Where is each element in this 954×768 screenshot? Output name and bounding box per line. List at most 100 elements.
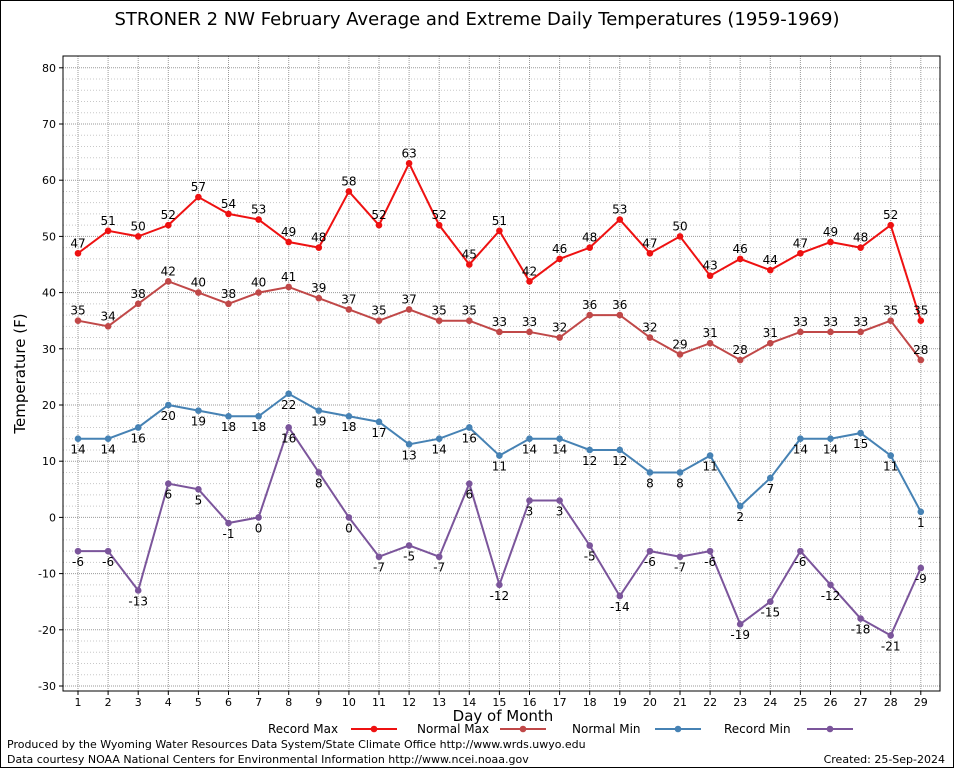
normal-min-data-label: 14	[552, 443, 567, 457]
record-max-data-label: 47	[642, 236, 657, 250]
x-tick-label: 20	[643, 696, 657, 709]
record-max-point	[285, 238, 293, 246]
normal-max-data-label: 34	[100, 309, 115, 323]
record-max-point	[526, 278, 533, 285]
normal-min-point	[405, 441, 413, 448]
x-tick-label: 19	[613, 696, 627, 709]
data-courtesy-credit: Data courtesy NOAA National Centers for …	[7, 753, 529, 766]
x-tick-label: 7	[255, 696, 262, 709]
chart-title: STRONER 2 NW February Average and Extrem…	[114, 9, 840, 30]
record-min-point	[797, 547, 804, 555]
normal-min-point	[556, 435, 563, 443]
normal-max-point	[435, 317, 443, 325]
record-max-point	[375, 221, 383, 229]
y-tick-label: 0	[49, 511, 56, 524]
record-min-point	[225, 519, 232, 527]
normal-max-point	[74, 317, 82, 325]
record-max-data-label: 58	[341, 174, 356, 188]
normal-min-data-label: 14	[70, 443, 85, 457]
normal-min-data-label: 14	[823, 443, 838, 457]
record-min-data-label: 5	[195, 493, 203, 507]
record-max-point	[857, 244, 864, 251]
normal-min-data-label: 11	[702, 460, 717, 474]
normal-min-point	[526, 435, 533, 443]
normal-max-point	[345, 306, 353, 313]
record-max-data-label: 35	[913, 304, 928, 318]
normal-max-point	[616, 311, 624, 319]
record-max-point	[767, 266, 774, 274]
normal-min-data-label: 11	[492, 460, 507, 474]
x-axis-label: Day of Month	[453, 707, 554, 725]
record-min-data-label: 6	[465, 488, 473, 502]
record-max-data-label: 45	[462, 248, 477, 262]
normal-max-point	[917, 356, 925, 364]
record-max-point	[496, 227, 503, 235]
record-min-data-label: 3	[556, 505, 564, 519]
normal-min-data-label: 15	[853, 437, 868, 451]
record-max-point	[556, 255, 563, 263]
normal-max-data-label: 37	[401, 292, 416, 306]
normal-max-data-label: 38	[131, 287, 146, 301]
normal-max-data-label: 33	[522, 315, 537, 329]
record-max-data-label: 52	[371, 208, 386, 222]
normal-max-point	[586, 311, 593, 319]
produced-by-credit: Produced by the Wyoming Water Resources …	[7, 738, 586, 751]
normal-min-point	[857, 429, 864, 437]
record-max-point	[827, 238, 834, 246]
normal-min-point	[315, 407, 323, 414]
normal-min-data-label: 18	[221, 420, 236, 434]
normal-max-data-label: 33	[853, 315, 868, 329]
record-max-data-label: 48	[853, 231, 868, 245]
normal-max-point	[375, 317, 383, 325]
record-max-data-label: 47	[793, 236, 808, 250]
record-max-point	[74, 249, 82, 257]
normal-min-point	[74, 435, 82, 443]
normal-min-point	[646, 469, 654, 476]
normal-min-data-label: 17	[371, 426, 386, 440]
normal-min-data-label: 8	[646, 476, 654, 490]
normal-max-point	[195, 289, 202, 296]
normal-min-point	[616, 446, 624, 454]
normal-min-point	[887, 452, 894, 459]
record-min-point	[736, 620, 744, 628]
record-max-point	[225, 210, 232, 218]
normal-max-data-label: 36	[582, 298, 597, 312]
legend-marker-record-min	[826, 725, 834, 733]
record-min-point	[315, 469, 323, 476]
x-tick-label: 14	[462, 696, 476, 709]
record-max-point	[345, 188, 353, 195]
record-max-point	[736, 255, 744, 263]
normal-min-data-label: 19	[311, 415, 326, 429]
normal-min-data-label: 18	[341, 420, 356, 434]
record-max-data-label: 42	[522, 264, 537, 278]
x-tick-label: 25	[793, 696, 807, 709]
record-max-data-label: 44	[763, 253, 778, 267]
normal-min-data-label: 8	[676, 476, 684, 490]
normal-max-point	[736, 356, 744, 364]
normal-max-point	[315, 294, 323, 302]
x-tick-label: 9	[315, 696, 322, 709]
x-tick-label: 8	[285, 696, 292, 709]
record-max-point	[676, 233, 684, 240]
record-min-data-label: -7	[433, 561, 445, 575]
record-max-point	[405, 160, 413, 167]
record-min-point	[104, 547, 112, 555]
normal-min-data-label: 16	[131, 431, 146, 445]
record-min-data-label: 6	[164, 488, 172, 502]
record-min-data-label: -15	[760, 606, 780, 620]
legend-marker-normal-max	[519, 725, 527, 733]
x-tick-label: 10	[342, 696, 356, 709]
normal-min-data-label: 14	[432, 443, 447, 457]
normal-max-point	[556, 334, 563, 341]
y-tick-label: 20	[42, 399, 56, 412]
normal-min-point	[134, 424, 142, 431]
normal-max-data-label: 38	[221, 287, 236, 301]
record-max-data-label: 51	[492, 214, 507, 228]
record-max-point	[315, 244, 323, 251]
normal-max-point	[285, 283, 293, 291]
record-min-data-label: -6	[704, 555, 716, 569]
normal-max-data-label: 28	[913, 343, 928, 357]
normal-max-data-label: 32	[642, 321, 657, 335]
record-min-data-label: -9	[915, 572, 927, 586]
